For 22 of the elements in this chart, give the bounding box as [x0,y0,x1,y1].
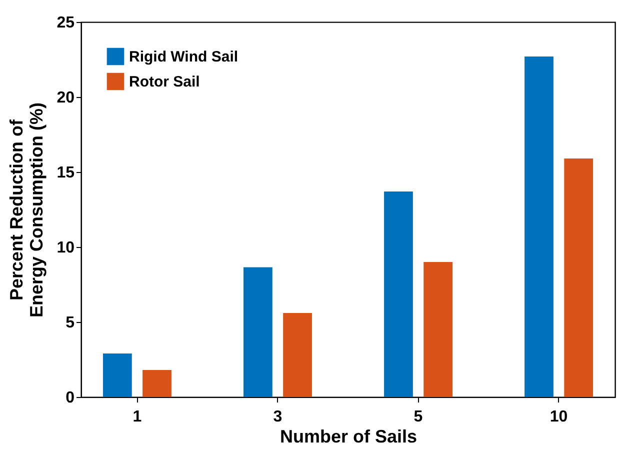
x-tick-label: 10 [550,408,568,426]
x-tick-label: 3 [273,408,282,426]
legend-label: Rigid Wind Sail [129,48,238,66]
x-tick-label: 5 [414,408,423,426]
bar [524,56,554,397]
bar [283,313,312,397]
y-tick-label: 5 [66,314,75,332]
y-axis-title: Percent Reduction of Energy Consumption (%) [6,102,47,318]
legend-label: Rotor Sail [129,74,200,90]
bar [384,192,413,397]
y-tick-label: 25 [56,14,75,32]
x-tick-label: 1 [132,408,142,426]
bar [142,370,172,397]
bar [102,354,132,397]
y-tick-label: 0 [66,390,75,406]
x-axis-title: Number of Sails [280,426,418,446]
y-tick-label: 10 [56,240,75,256]
y-tick-label: 15 [56,164,75,182]
bar [243,267,272,397]
bar [424,262,453,397]
bar [564,158,594,397]
y-tick-label: 20 [56,90,75,106]
